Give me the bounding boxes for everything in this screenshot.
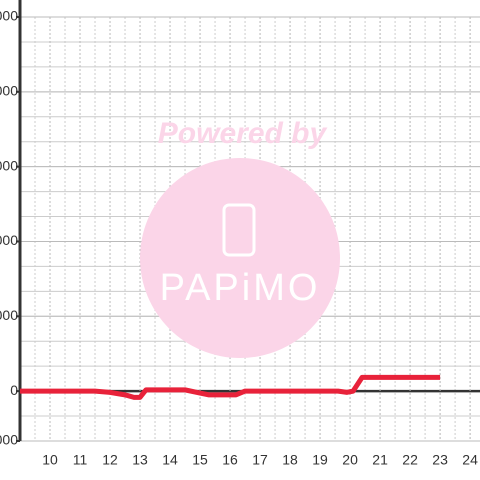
x-tick-label: 11 bbox=[73, 452, 88, 468]
plot: -20,000 0 30,000 60,000 90,000 120,000 150,000… bbox=[0, 0, 478, 468]
x-tick-label: 17 bbox=[252, 452, 268, 468]
x-tick-label: 22 bbox=[402, 452, 418, 468]
data-line bbox=[20, 374, 441, 400]
y-tick-label: 60,000 bbox=[0, 232, 18, 248]
x-tick-label: 24 bbox=[462, 452, 478, 468]
x-tick-label: 14 bbox=[162, 452, 178, 468]
x-tick-label: 13 bbox=[132, 452, 148, 468]
y-tick-label: 30,000 bbox=[0, 307, 18, 323]
x-tick-label: 18 bbox=[282, 452, 298, 468]
y-tick-label: 150,000 bbox=[0, 8, 18, 24]
x-tick-label: 19 bbox=[312, 452, 328, 468]
x-tick-label: 23 bbox=[432, 452, 448, 468]
watermark-phone bbox=[222, 203, 256, 257]
x-tick-label: 20 bbox=[342, 452, 358, 468]
x-tick-label: 12 bbox=[102, 452, 118, 468]
x-tick-label: 16 bbox=[222, 452, 238, 468]
y-tick-label: 90,000 bbox=[0, 157, 18, 173]
x-tick-label: 10 bbox=[42, 452, 58, 468]
x-tick-label: 15 bbox=[192, 452, 208, 468]
y-tick-label: 120,000 bbox=[0, 83, 18, 99]
y-tick-label: -20,000 bbox=[0, 432, 18, 448]
watermark-text: Powered by bbox=[158, 117, 328, 150]
grid bbox=[20, 16, 480, 442]
watermark-logo: PAPiMO bbox=[160, 267, 321, 309]
x-tick-label: 21 bbox=[372, 452, 388, 468]
watermark-circle bbox=[140, 158, 340, 358]
watermark: Powered by PAPiMO bbox=[140, 117, 340, 358]
y-tick-label: 0 bbox=[10, 382, 18, 398]
